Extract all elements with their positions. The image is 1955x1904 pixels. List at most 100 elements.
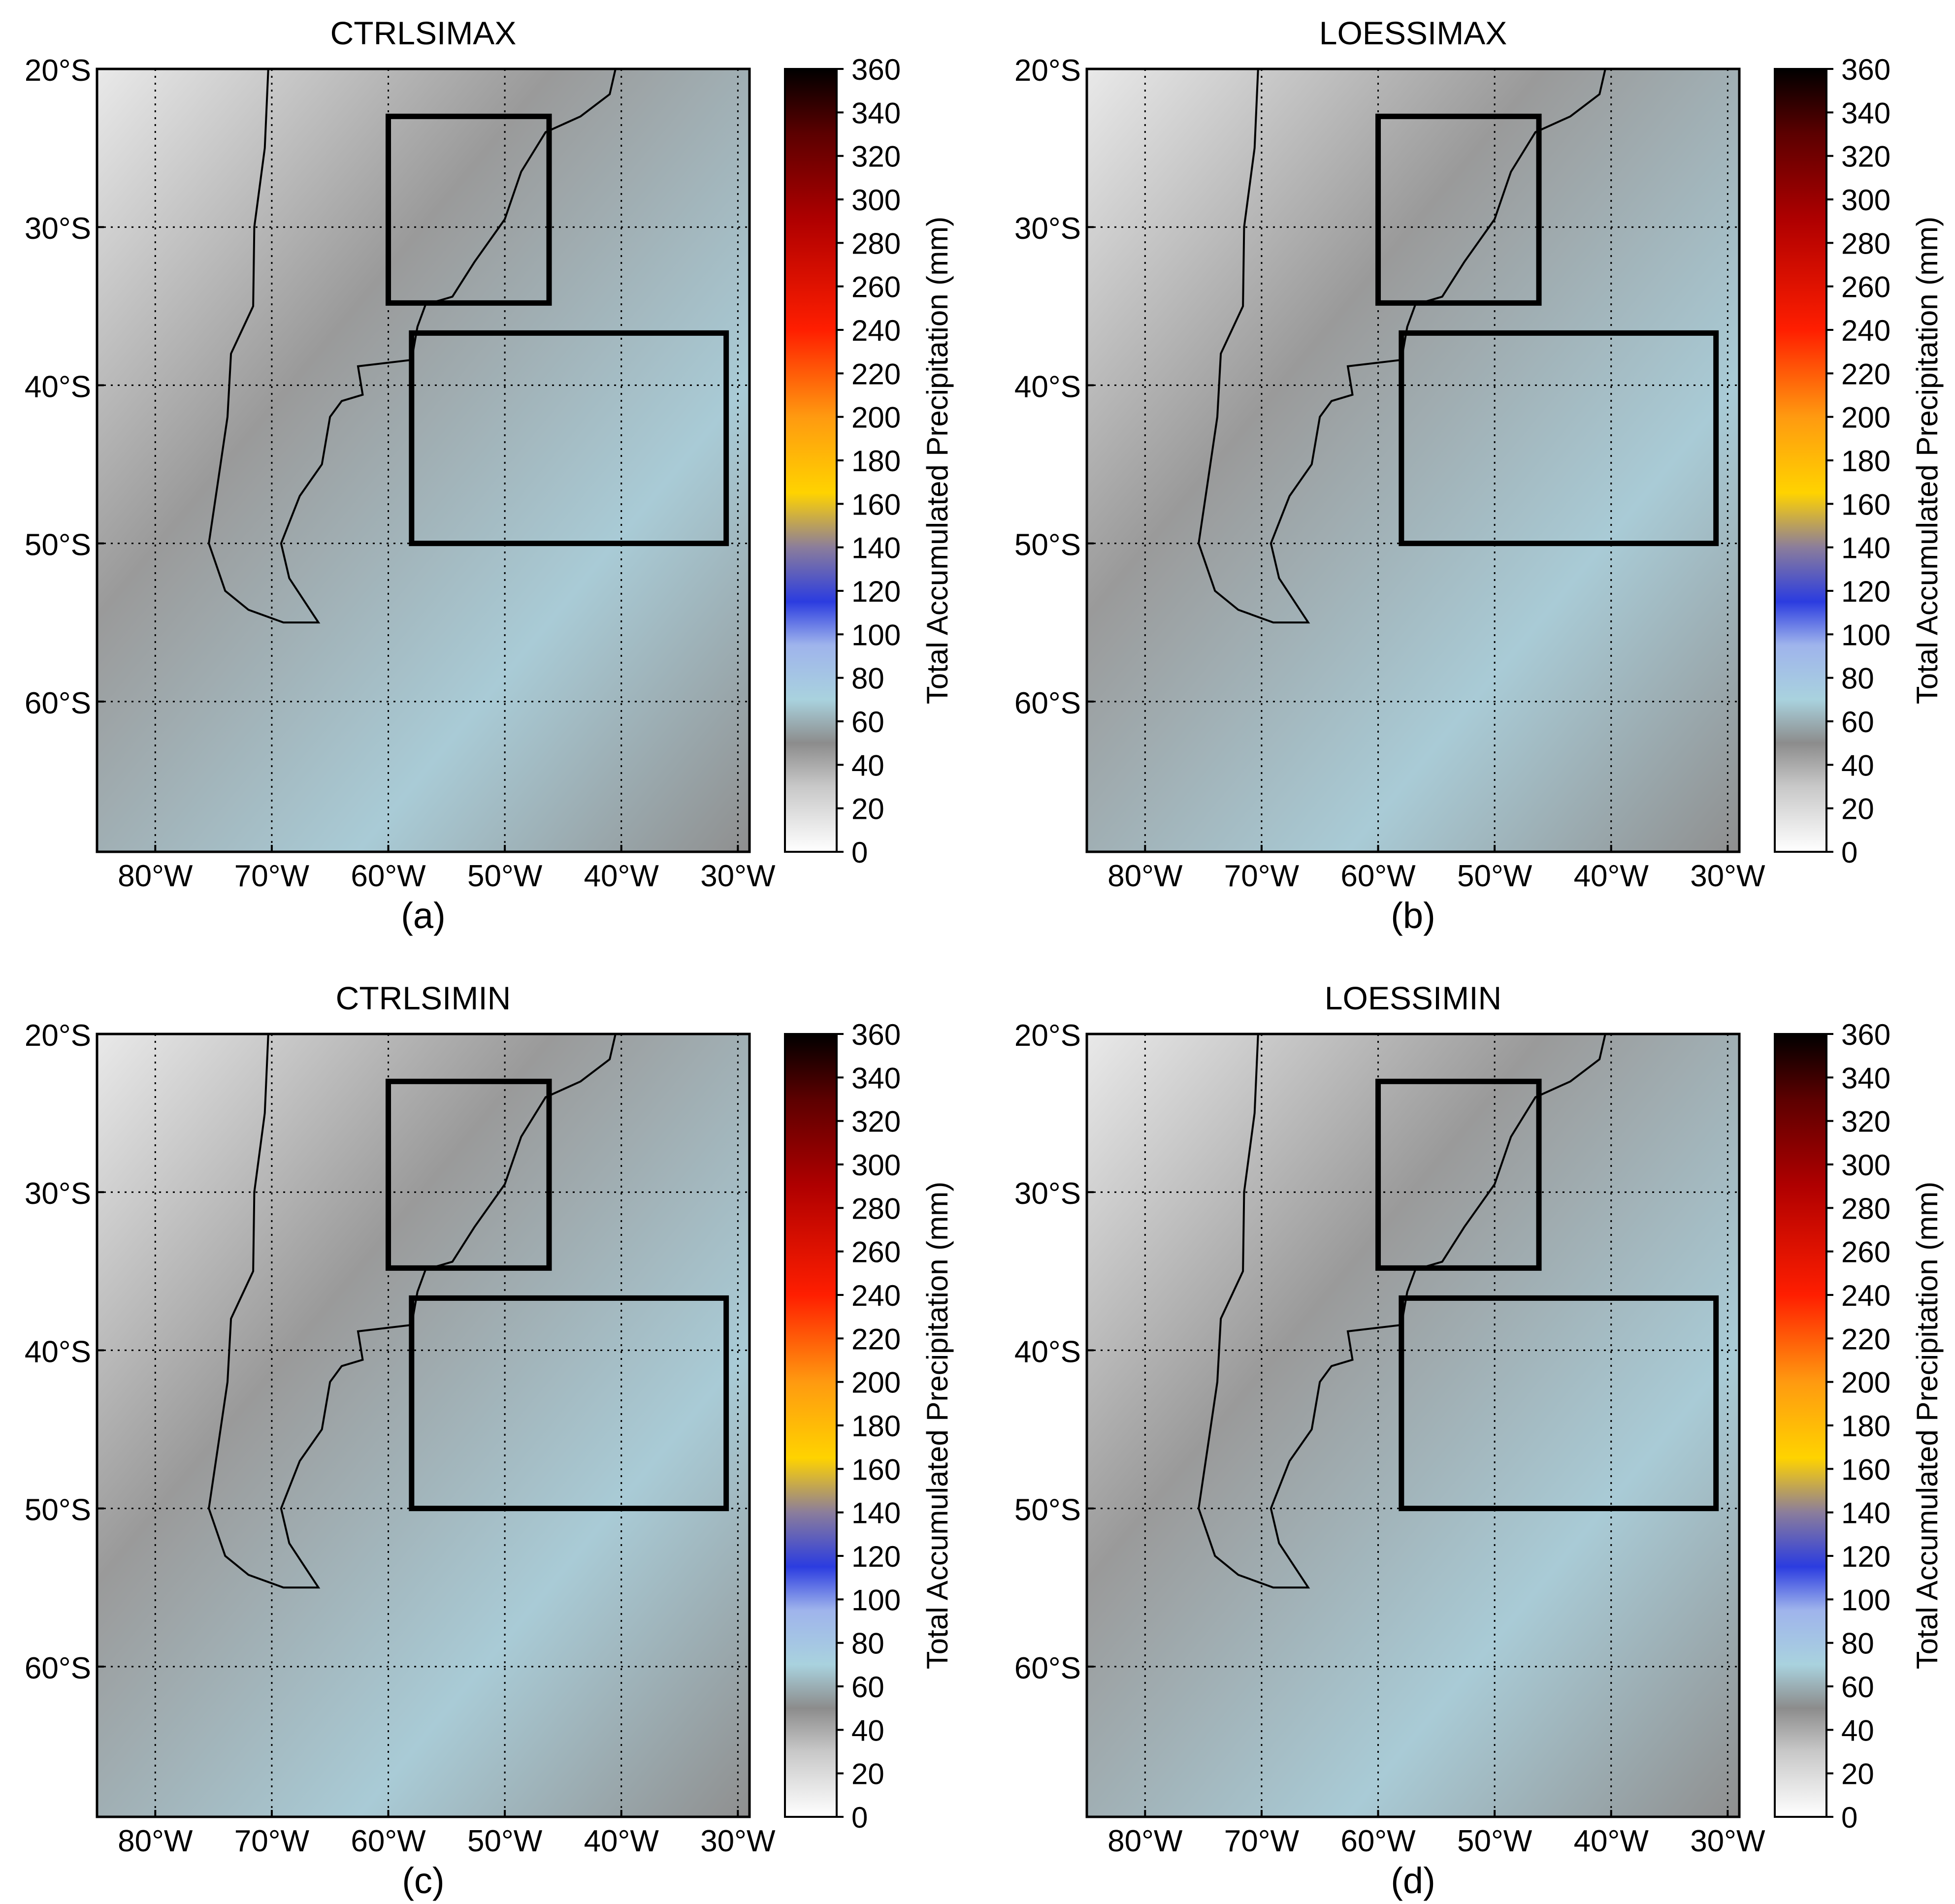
lon-label: 80°W xyxy=(1108,859,1183,893)
panel-letter: (d) xyxy=(1391,1860,1435,1901)
colorbar-tick-label: 160 xyxy=(851,1453,901,1486)
lon-label: 30°W xyxy=(700,1824,776,1858)
colorbar-tick-label: 280 xyxy=(1841,1192,1890,1225)
map-frame xyxy=(1085,67,1741,853)
colorbar-tick-label: 220 xyxy=(851,1323,901,1355)
colorbar-tick-label: 260 xyxy=(851,271,901,304)
colorbar-tick-label: 200 xyxy=(1841,401,1890,434)
panel-2: 20°S 30°S 40°S 50°S 60°S 80°W 70°W 60°W 50°W 40°W… xyxy=(25,980,954,1901)
colorbar-tick-label: 280 xyxy=(851,227,901,260)
colorbar-tick-label: 60 xyxy=(1841,1671,1874,1704)
colorbar-tick-label: 100 xyxy=(851,618,901,651)
colorbar-tick-label: 140 xyxy=(1841,1497,1890,1530)
precip-field xyxy=(97,1034,749,1817)
lat-label: 40°S xyxy=(25,1335,91,1369)
colorbar-label: Total Accumulated Precipitation (mm) xyxy=(1911,217,1944,704)
colorbar xyxy=(1774,1033,1827,1818)
analysis-box xyxy=(1399,330,1719,547)
colorbar-tick-label: 60 xyxy=(851,1671,884,1704)
map-frame xyxy=(1085,1033,1741,1818)
lon-label: 50°W xyxy=(1457,1824,1532,1858)
lat-label: 30°S xyxy=(1014,1177,1081,1211)
colorbar-tick-label: 300 xyxy=(1841,184,1890,217)
panel-1: 20°S 30°S 40°S 50°S 60°S 80°W 70°W 60°W 50°W 40°W… xyxy=(1014,15,1944,936)
analysis-box xyxy=(409,1295,729,1512)
analysis-box xyxy=(1375,113,1542,306)
lon-label: 80°W xyxy=(118,859,193,893)
colorbar-tick-label: 40 xyxy=(1841,1714,1874,1747)
colorbar-tick-label: 140 xyxy=(851,532,901,565)
colorbar xyxy=(1774,68,1827,853)
colorbar-tick-label: 320 xyxy=(1841,140,1890,173)
coastline xyxy=(1198,1033,1606,1589)
lat-label: 60°S xyxy=(25,1651,91,1685)
colorbar-tick-label: 80 xyxy=(851,1627,884,1660)
lon-label: 80°W xyxy=(1108,1824,1183,1858)
colorbar-tick-label: 340 xyxy=(1841,97,1890,129)
lon-label: 50°W xyxy=(467,1824,543,1858)
colorbar xyxy=(784,1033,838,1818)
colorbar-tick-label: 240 xyxy=(851,314,901,347)
colorbar-tick-label: 260 xyxy=(1841,1236,1890,1269)
colorbar-tick-label: 0 xyxy=(1841,1801,1857,1834)
colorbar-tick-label: 20 xyxy=(1841,1758,1874,1791)
analysis-box xyxy=(386,113,552,306)
colorbar-tick-label: 40 xyxy=(851,749,884,782)
colorbar-label: Total Accumulated Precipitation (mm) xyxy=(921,217,954,704)
panel-letter: (a) xyxy=(401,895,445,936)
lon-label: 30°W xyxy=(1690,1824,1765,1858)
colorbar-tick-label: 40 xyxy=(1841,749,1874,782)
colorbar-label: Total Accumulated Precipitation (mm) xyxy=(1911,1182,1944,1669)
colorbar-tick-label: 340 xyxy=(851,97,901,129)
colorbar-tick-label: 180 xyxy=(1841,1410,1890,1443)
analysis-box xyxy=(409,330,729,547)
colorbar-tick-label: 60 xyxy=(851,706,884,739)
colorbar-tick-label: 200 xyxy=(851,1366,901,1399)
lat-label: 20°S xyxy=(1014,54,1081,88)
colorbar-tick-label: 120 xyxy=(851,575,901,608)
colorbar-tick-label: 80 xyxy=(1841,662,1874,695)
colorbar-tick-label: 80 xyxy=(1841,1627,1874,1660)
colorbar-tick-label: 0 xyxy=(1841,836,1857,869)
lon-label: 70°W xyxy=(1224,859,1300,893)
coastline xyxy=(208,68,617,624)
lon-label: 60°W xyxy=(351,1824,426,1858)
lon-label: 60°W xyxy=(1340,1824,1416,1858)
colorbar-tick-label: 360 xyxy=(851,53,901,86)
colorbar-tick-label: 180 xyxy=(851,445,901,478)
analysis-box xyxy=(386,1078,552,1271)
colorbar-tick-label: 100 xyxy=(851,1583,901,1616)
coastline xyxy=(208,1033,617,1589)
colorbar-tick-label: 120 xyxy=(1841,1540,1890,1573)
lat-label: 50°S xyxy=(25,1493,91,1527)
colorbar-tick-label: 160 xyxy=(851,488,901,521)
colorbar-tick-label: 120 xyxy=(851,1540,901,1573)
analysis-box xyxy=(1399,1295,1719,1512)
colorbar-tick-label: 320 xyxy=(851,140,901,173)
colorbar-tick-label: 360 xyxy=(851,1018,901,1051)
panel-title: CTRLSIMIN xyxy=(336,980,511,1016)
colorbar-tick-label: 260 xyxy=(1841,271,1890,304)
lon-label: 50°W xyxy=(1457,859,1532,893)
lat-label: 50°S xyxy=(1014,528,1081,562)
colorbar-label: Total Accumulated Precipitation (mm) xyxy=(921,1182,954,1669)
colorbar-tick-label: 360 xyxy=(1841,53,1890,86)
lon-label: 80°W xyxy=(118,1824,193,1858)
lat-label: 20°S xyxy=(1014,1019,1081,1053)
colorbar-tick-label: 200 xyxy=(851,401,901,434)
lon-label: 40°W xyxy=(1574,1824,1649,1858)
colorbar-tick-label: 40 xyxy=(851,1714,884,1747)
lat-label: 50°S xyxy=(25,528,91,562)
lat-label: 60°S xyxy=(1014,1651,1081,1685)
panel-0: 20°S 30°S 40°S 50°S 60°S 80°W 70°W 60°W 50°W 40°W… xyxy=(25,15,954,936)
lat-label: 30°S xyxy=(25,212,91,246)
map-frame xyxy=(96,1033,751,1818)
colorbar-tick-label: 360 xyxy=(1841,1018,1890,1051)
colorbar-tick-label: 240 xyxy=(1841,314,1890,347)
panel-title: LOESSIMAX xyxy=(1319,15,1507,51)
colorbar-tick-label: 240 xyxy=(851,1279,901,1312)
precip-field xyxy=(97,69,749,852)
colorbar-tick-label: 300 xyxy=(1841,1149,1890,1182)
lon-label: 30°W xyxy=(1690,859,1765,893)
lat-label: 30°S xyxy=(25,1177,91,1211)
